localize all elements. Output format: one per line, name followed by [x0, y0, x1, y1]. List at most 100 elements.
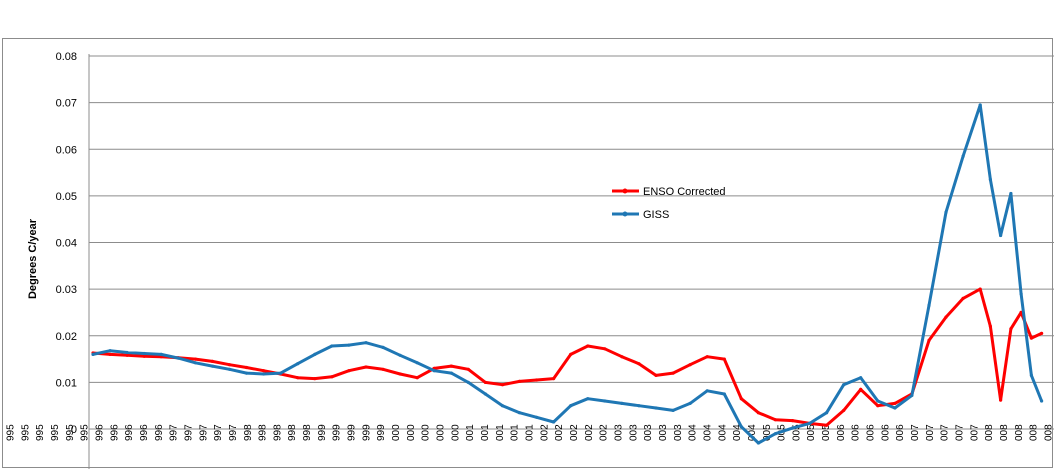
x-tick-label: 998 [302, 424, 313, 441]
data-point [296, 376, 300, 380]
x-tick-labels: 995 995 995 995 995 995 996 996 996 996 996 997 997 9… [6, 424, 1055, 441]
data-point [961, 296, 965, 300]
x-tick-label: 002 [539, 424, 550, 441]
x-tick-label: 008 [999, 424, 1010, 441]
x-tick-label: 005 [821, 424, 832, 441]
legend-marker [622, 211, 628, 217]
x-tick-label: 003 [643, 424, 654, 441]
series-line-giss [91, 103, 1044, 445]
data-point [688, 401, 692, 405]
x-tick-label: 996 [95, 424, 106, 441]
data-point [722, 357, 726, 361]
data-point [210, 359, 214, 363]
x-tick-label: 998 [272, 424, 283, 441]
x-tick-label: 999 [347, 424, 358, 441]
x-tick-label: 004 [688, 424, 699, 441]
data-point [756, 411, 761, 415]
data-point [1029, 336, 1033, 340]
data-point [364, 341, 368, 345]
data-point [944, 315, 948, 319]
data-point [961, 154, 965, 158]
y-tick-labels: 0.08 0.07 0.06 0.05 0.04 0.03 0.02 0.01 0 [56, 51, 77, 436]
legend: ENSO Corrected GISS [612, 186, 726, 221]
data-point [108, 349, 112, 353]
x-tick-label: 000 [391, 424, 402, 441]
y-axis-title: Degrees C/year [27, 218, 39, 299]
y-tick-label: 0.07 [56, 98, 77, 110]
x-tick-label: 006 [836, 424, 847, 441]
data-point [705, 389, 709, 393]
x-tick-label: 998 [287, 424, 298, 441]
data-point [773, 432, 778, 436]
x-tick-label: 999 [361, 424, 372, 441]
y-tick-label: 0.05 [56, 191, 77, 203]
x-tick-label: 007 [940, 424, 951, 441]
data-point [142, 351, 146, 356]
x-tick-label: 007 [969, 424, 980, 441]
x-tick-label: 997 [183, 424, 194, 441]
data-point [500, 383, 505, 387]
data-point [671, 408, 675, 412]
x-tick-label: 003 [673, 424, 684, 441]
x-tick-label: 003 [658, 424, 669, 441]
data-point [535, 378, 539, 382]
data-point [262, 372, 266, 376]
data-point [790, 426, 795, 430]
data-point [347, 369, 351, 373]
x-tick-label: 004 [717, 424, 728, 441]
data-point [739, 425, 743, 429]
x-tick-label: 001 [510, 424, 521, 441]
x-tick-label: 996 [109, 424, 120, 441]
data-point [91, 352, 95, 356]
x-tick-label: 008 [1044, 424, 1055, 441]
data-point [999, 233, 1003, 238]
x-tick-label: 995 [20, 424, 31, 441]
data-point [654, 373, 658, 377]
data-point [688, 363, 692, 367]
x-tick-label: 997 [213, 424, 224, 441]
data-point [142, 354, 146, 358]
data-point [876, 399, 880, 403]
y-tick-label: 0.01 [56, 377, 77, 389]
x-tick-label: 002 [599, 424, 610, 441]
x-tick-label: 004 [732, 424, 743, 441]
data-point [944, 210, 948, 214]
x-tick-label: 008 [1029, 424, 1040, 441]
data-point [466, 367, 470, 371]
x-tick-label: 999 [376, 424, 387, 441]
x-tick-label: 000 [436, 424, 447, 441]
data-point [279, 371, 283, 375]
y-tick-label: 0.02 [56, 331, 77, 343]
data-point [586, 344, 590, 348]
data-point [483, 380, 487, 384]
data-point [1009, 327, 1013, 331]
data-point [988, 178, 993, 182]
data-point [552, 420, 556, 424]
data-point [739, 397, 743, 401]
data-point [927, 338, 931, 342]
data-point [125, 353, 129, 357]
y-tick-label: 0.06 [56, 144, 77, 156]
x-tick-label: 006 [851, 424, 862, 441]
x-tick-label: 001 [480, 424, 491, 441]
data-point [825, 411, 829, 415]
data-point [176, 356, 180, 360]
data-point [910, 393, 914, 397]
data-point [705, 355, 709, 359]
data-point [859, 387, 863, 391]
y-tick-label: 0.04 [56, 238, 77, 250]
line-chart: 0.080.070.060.050.040.030.020.010 995 995… [6, 51, 1055, 469]
legend-label: ENSO Corrected [643, 186, 726, 198]
x-tick-label: 004 [747, 424, 758, 441]
x-tick-label: 998 [243, 424, 254, 441]
x-tick-label: 005 [791, 424, 802, 441]
x-tick-label: 995 [65, 424, 76, 441]
data-point [773, 418, 778, 422]
data-point [1019, 292, 1023, 296]
data-point [586, 397, 590, 401]
data-point [125, 350, 129, 355]
data-point [108, 352, 112, 356]
data-point [517, 379, 522, 383]
data-point [569, 404, 573, 408]
data-point [722, 392, 726, 396]
